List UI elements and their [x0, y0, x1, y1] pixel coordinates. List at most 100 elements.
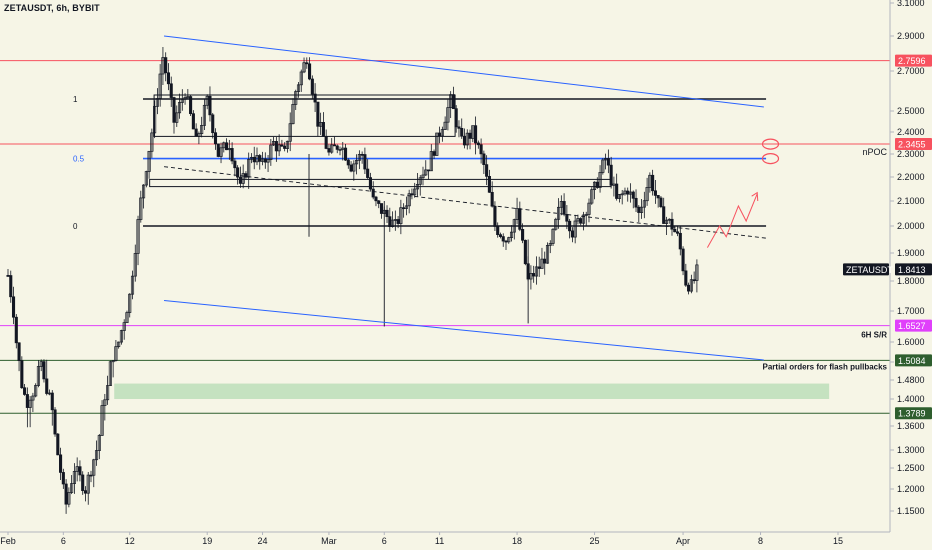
candle-body-118 — [332, 144, 337, 147]
x-tick-label-8: 18 — [512, 536, 522, 546]
npoc-label: nPOC — [862, 147, 887, 157]
candle-body-229 — [640, 206, 644, 213]
candle-body-245 — [684, 270, 688, 286]
x-tick-label-12: 15 — [833, 536, 843, 546]
candle-body-242 — [675, 231, 680, 234]
time-axis[interactable]: Feb 6 12 19 24 Mar 6 11 18 25 Apr 8 15 — [0, 531, 890, 546]
candle-body-37 — [108, 361, 112, 386]
candle-body-0 — [6, 275, 10, 277]
candle-body-220 — [615, 183, 619, 199]
candle-body-95 — [269, 144, 273, 160]
x-tick-label-1: 6 — [61, 536, 66, 546]
candle-body-85 — [241, 173, 245, 184]
candle-body-34 — [100, 405, 104, 436]
y-tick-label-11: 1.7000 — [897, 306, 925, 316]
candle-body-222 — [620, 193, 624, 196]
candle-body-231 — [645, 187, 649, 202]
candle-body-49 — [142, 184, 146, 199]
candle-body-13 — [42, 361, 46, 380]
candle-body-91 — [258, 155, 262, 162]
candle-body-218 — [609, 164, 613, 186]
candle-body-123 — [346, 159, 350, 166]
symbol-tag — [843, 263, 889, 276]
symbol-tag-text: ZETAUSDT — [846, 265, 893, 275]
price-tag-text-4: 1.5084 — [898, 356, 926, 366]
candle-body-65 — [186, 96, 190, 98]
candle-body-173 — [485, 164, 489, 177]
x-tick-label-10: Apr — [676, 536, 690, 546]
candle-body-133 — [374, 196, 378, 202]
candle-body-26 — [78, 466, 82, 476]
price-tag-text-0: 2.7596 — [898, 56, 926, 66]
candle-body-84 — [238, 176, 242, 184]
candle-body-132 — [371, 188, 375, 198]
channel-lower — [163, 300, 764, 361]
candle-body-115 — [324, 136, 328, 149]
partial-orders-label: Partial orders for flash pullbacks — [763, 362, 888, 371]
candle-body-214 — [598, 172, 602, 188]
candle-body-223 — [623, 190, 627, 195]
candle-body-177 — [496, 226, 500, 236]
price-tag-1 — [895, 137, 932, 150]
candle-body-184 — [515, 208, 519, 220]
candle-body-216 — [604, 158, 608, 161]
y-tick-label-16: 1.3600 — [897, 421, 925, 431]
candle-body-143 — [402, 207, 406, 210]
x-tick-label-11: 8 — [758, 536, 763, 546]
candle-body-151 — [424, 169, 428, 176]
y-tick-label-10: 1.8000 — [897, 276, 925, 286]
candle-body-142 — [399, 207, 403, 224]
demand-zone — [114, 383, 830, 399]
candle-body-147 — [413, 188, 417, 196]
candle-body-18 — [56, 433, 60, 456]
candle-body-107 — [302, 62, 306, 73]
candle-body-105 — [296, 84, 301, 92]
price-tag-text-3: 1.6527 — [898, 321, 926, 331]
candle-body-14 — [45, 378, 49, 394]
y-tick-label-3: 2.5000 — [897, 106, 925, 116]
candle-body-195 — [545, 245, 550, 264]
price-axis[interactable]: 3.1000 2.9000 2.7000 2.5000 2.4000 2.3000 2.20… — [843, 0, 932, 550]
candle-body-46 — [133, 253, 137, 277]
candle-body-153 — [429, 151, 433, 172]
price-tag-3 — [895, 319, 932, 332]
candle-body-92 — [260, 158, 265, 162]
x-tick-label-0: Feb — [0, 536, 16, 546]
candle-body-224 — [626, 190, 630, 195]
candle-body-20 — [61, 472, 65, 485]
candle-body-3 — [14, 316, 18, 344]
candle-body-24 — [72, 471, 76, 484]
price-tag-0 — [895, 54, 932, 67]
candle-body-232 — [648, 174, 652, 188]
candle-body-62 — [177, 102, 182, 114]
candle-body-128 — [360, 153, 364, 156]
candle-body-96 — [272, 141, 276, 146]
candle-body-69 — [197, 133, 201, 137]
price-tag-4 — [895, 354, 932, 367]
candle-body-164 — [460, 128, 464, 137]
candle-body-19 — [59, 454, 63, 473]
candle-body-54 — [155, 98, 159, 107]
candle-body-73 — [208, 95, 212, 116]
candle-body-215 — [601, 159, 605, 173]
price-tag-text-5: 1.3789 — [898, 409, 926, 419]
candle-body-200 — [559, 201, 563, 208]
plot-area[interactable]: 1 0.5 0 nPOC 6H S/R Partial orders for flash … — [0, 35, 890, 514]
candle-body-243 — [678, 232, 682, 250]
candle-body-21 — [64, 483, 68, 505]
candle-body-98 — [277, 144, 281, 152]
candle-body-42 — [122, 322, 126, 331]
candle-body-5 — [20, 360, 24, 389]
candle-body-208 — [581, 214, 586, 224]
candle-body-210 — [587, 202, 591, 215]
candle-body-237 — [662, 206, 666, 224]
candle-body-201 — [562, 201, 566, 215]
price-tag-2 — [895, 263, 932, 276]
candle-body-51 — [147, 150, 151, 172]
candle-body-125 — [352, 163, 356, 172]
candle-body-10 — [34, 385, 38, 397]
candle-body-219 — [612, 183, 616, 186]
x-tick-label-5: Mar — [321, 536, 337, 546]
candle-body-209 — [584, 214, 588, 216]
